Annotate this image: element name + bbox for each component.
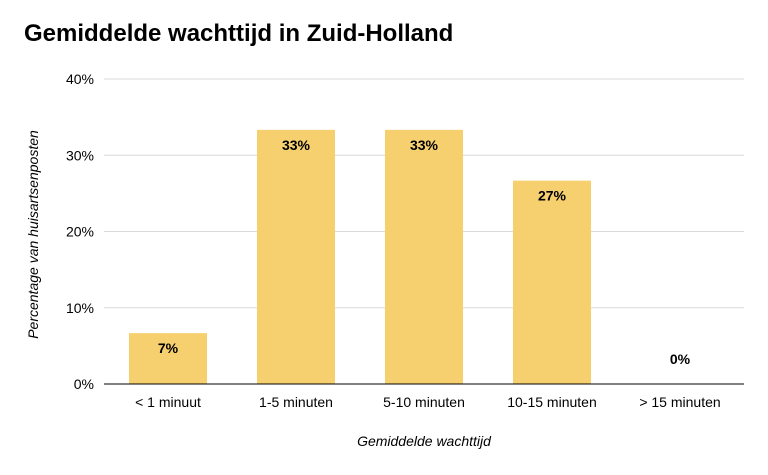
data-label: 27%: [538, 188, 567, 204]
data-label: 33%: [410, 137, 439, 153]
x-tick-label: < 1 minuut: [135, 394, 201, 410]
bar: [257, 129, 335, 384]
x-axis-title: Gemiddelde wachttijd: [357, 433, 492, 449]
data-label: 33%: [282, 137, 311, 153]
chart-title: Gemiddelde wachttijd in Zuid-Holland: [24, 20, 454, 47]
bar: [129, 333, 207, 384]
bar: [385, 129, 463, 384]
y-tick-label: 40%: [66, 71, 94, 87]
bar: [513, 180, 591, 384]
y-tick-label: 10%: [66, 300, 94, 316]
data-label: 0%: [670, 351, 691, 367]
x-tick-label: 10-15 minuten: [507, 394, 597, 410]
x-tick-label: 5-10 minuten: [383, 394, 465, 410]
y-tick-label: 0%: [74, 376, 94, 392]
y-tick-label: 30%: [66, 147, 94, 163]
data-label: 7%: [158, 340, 179, 356]
x-tick-label: > 15 minuten: [639, 394, 720, 410]
y-tick-label: 20%: [66, 224, 94, 240]
x-tick-label: 1-5 minuten: [259, 394, 333, 410]
y-axis-title: Percentage van huisartsenposten: [25, 130, 41, 339]
